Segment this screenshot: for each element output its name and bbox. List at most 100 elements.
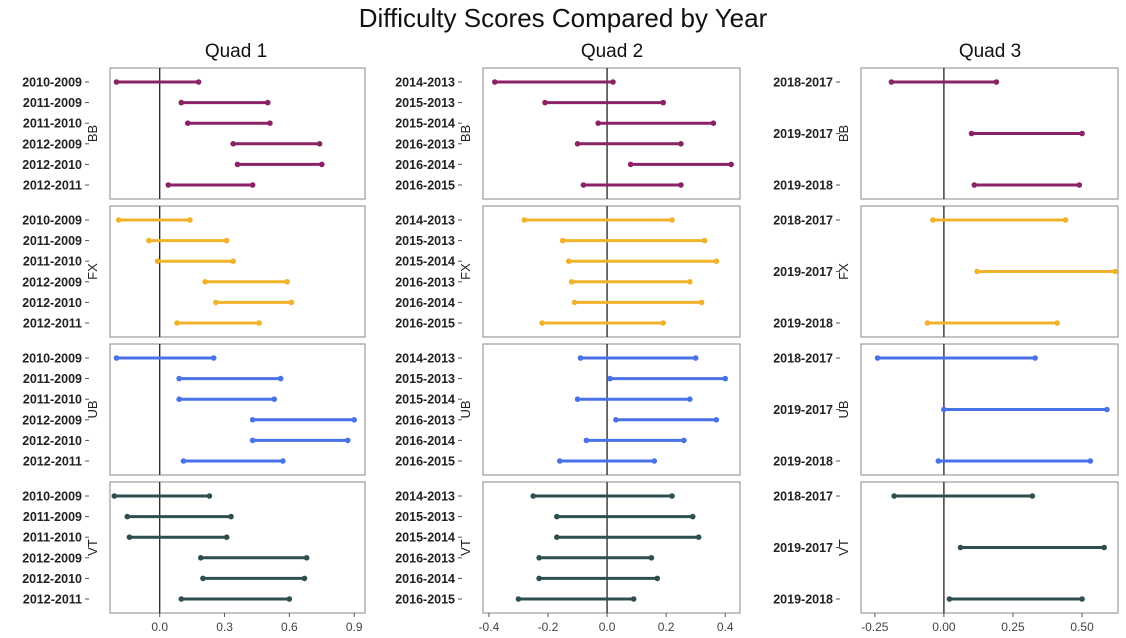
dumbbell-end-point <box>288 299 295 306</box>
dumbbell-start-point <box>554 534 560 540</box>
dumbbell-start-point <box>521 217 528 223</box>
dumbbell-start-point <box>234 161 241 168</box>
x-tick-label: 0.25 <box>1001 620 1025 634</box>
dumbbell-start-point <box>176 396 182 403</box>
strip-label-fx: FX <box>458 263 473 280</box>
row-label: 2012-2011 <box>23 179 82 193</box>
dumbbell-start-point <box>146 237 152 244</box>
row-label: 2012-2010 <box>22 296 82 310</box>
quad-title-1: Quad 1 <box>205 41 267 62</box>
dumbbell-end-point <box>689 513 696 520</box>
dumbbell-start-point <box>176 375 182 382</box>
dumbbell-end-point <box>223 237 230 244</box>
row-label: 2015-2013 <box>395 234 455 248</box>
x-tick-label: -0.2 <box>538 620 559 634</box>
panel-bb: BB 2014-2013 2015-2013 2015-2014 2016-2013 20… <box>395 67 741 200</box>
quad-title-3: Quad 3 <box>959 41 1021 62</box>
row-label: 2014-2013 <box>395 76 455 90</box>
panel-fx: FX 2018-2017 2019-2017 2019-2018 <box>773 205 1119 338</box>
dumbbell-start-point <box>202 279 208 285</box>
row-label: 2015-2014 <box>395 393 455 407</box>
strip-label-bb: BB <box>85 125 100 142</box>
dumbbell-end-point <box>280 458 286 464</box>
row-label: 2015-2013 <box>395 372 455 386</box>
dumbbell-start-point <box>580 182 587 188</box>
dumbbell-start-point <box>249 437 256 444</box>
row-label: 2010-2009 <box>22 214 82 228</box>
row-label: 2019-2018 <box>773 317 833 331</box>
row-label: 2014-2013 <box>395 214 455 228</box>
dumbbell-end-point <box>630 596 637 602</box>
dumbbell-end-point <box>681 437 687 444</box>
row-label: 2015-2014 <box>395 117 455 131</box>
panel-frame <box>860 67 1119 200</box>
dumbbell-end-point <box>1029 493 1036 499</box>
row-label: 2011-2010 <box>23 393 82 407</box>
dumbbell-start-point <box>213 299 219 306</box>
strip-label-vt: VT <box>836 539 851 556</box>
quad-1: BB 2010-2009 2011-2009 2011-2010 2012-2009 20… <box>22 67 366 634</box>
dumbbell-end-point <box>701 237 708 244</box>
dumbbell-start-point <box>492 79 498 85</box>
dumbbell-end-point <box>344 437 351 444</box>
dumbbell-end-point <box>223 534 230 540</box>
dumbbell-end-point <box>256 320 262 326</box>
dumbbell-end-point <box>686 279 693 285</box>
row-label: 2018-2017 <box>773 76 833 90</box>
dumbbell-start-point <box>113 79 120 85</box>
dumbbell-end-point <box>698 299 705 306</box>
dumbbell-end-point <box>993 79 1000 85</box>
dumbbell-end-point <box>660 320 666 326</box>
dumbbell-start-point <box>577 355 584 361</box>
row-label: 2018-2017 <box>773 490 833 504</box>
dumbbell-end-point <box>206 493 213 499</box>
panel-ub: UB 2010-2009 2011-2009 2011-2010 2012-2009 20… <box>22 343 366 476</box>
dumbbell-end-point <box>695 534 702 540</box>
dumbbell-end-point <box>710 120 717 126</box>
row-label: 2016-2015 <box>395 455 455 469</box>
row-label: 2016-2014 <box>395 572 455 586</box>
dumbbell-end-point <box>669 493 675 499</box>
row-label: 2019-2018 <box>773 593 833 607</box>
panel-vt: VT 2010-2009 2011-2009 2011-2010 2012-2009 20… <box>22 481 366 614</box>
dumbbell-start-point <box>571 299 578 306</box>
dumbbell-end-point <box>669 217 675 223</box>
row-label: 2012-2010 <box>22 572 82 586</box>
row-label: 2018-2017 <box>773 352 833 366</box>
row-label: 2011-2010 <box>23 531 82 545</box>
panel-frame <box>482 67 741 200</box>
row-label: 2016-2015 <box>395 593 455 607</box>
panel-ub: UB 2018-2017 2019-2017 2019-2018 <box>773 343 1119 476</box>
dumbbell-end-point <box>722 375 729 382</box>
dumbbell-end-point <box>1054 320 1061 326</box>
x-tick-label: 0.9 <box>346 620 363 634</box>
row-label: 2019-2017 <box>773 265 833 279</box>
dumbbell-start-point <box>971 182 978 188</box>
dumbbell-end-point <box>660 99 666 106</box>
dumbbell-start-point <box>184 120 191 126</box>
row-label: 2012-2009 <box>22 137 82 151</box>
dumbbell-end-point <box>351 417 357 423</box>
dumbbell-start-point <box>583 437 590 444</box>
dumbbell-end-point <box>286 596 293 602</box>
dumbbell-start-point <box>197 555 204 561</box>
row-label: 2011-2009 <box>23 234 82 248</box>
panel-ub: UB 2014-2013 2015-2013 2015-2014 2016-2013 20… <box>395 343 741 476</box>
quad-3: BB 2018-2017 2019-2017 2019-2018 FX 2018-2017… <box>773 67 1119 634</box>
dumbbell-start-point <box>891 493 897 499</box>
x-tick-label: 0.00 <box>932 620 956 634</box>
row-label: 2011-2010 <box>23 117 82 131</box>
dumbbell-end-point <box>1101 544 1107 551</box>
panel-frame <box>482 343 741 476</box>
dumbbell-start-point <box>968 130 975 137</box>
row-label: 2012-2011 <box>23 317 82 331</box>
strip-label-ub: UB <box>836 400 851 418</box>
dumbbell-start-point <box>154 258 161 265</box>
strip-label-vt: VT <box>458 539 473 556</box>
row-label: 2011-2009 <box>23 510 82 524</box>
row-label: 2016-2015 <box>395 317 455 331</box>
strip-label-ub: UB <box>85 400 100 418</box>
dumbbell-end-point <box>678 182 684 188</box>
row-label: 2015-2014 <box>395 531 455 545</box>
dumbbell-end-point <box>651 458 658 464</box>
